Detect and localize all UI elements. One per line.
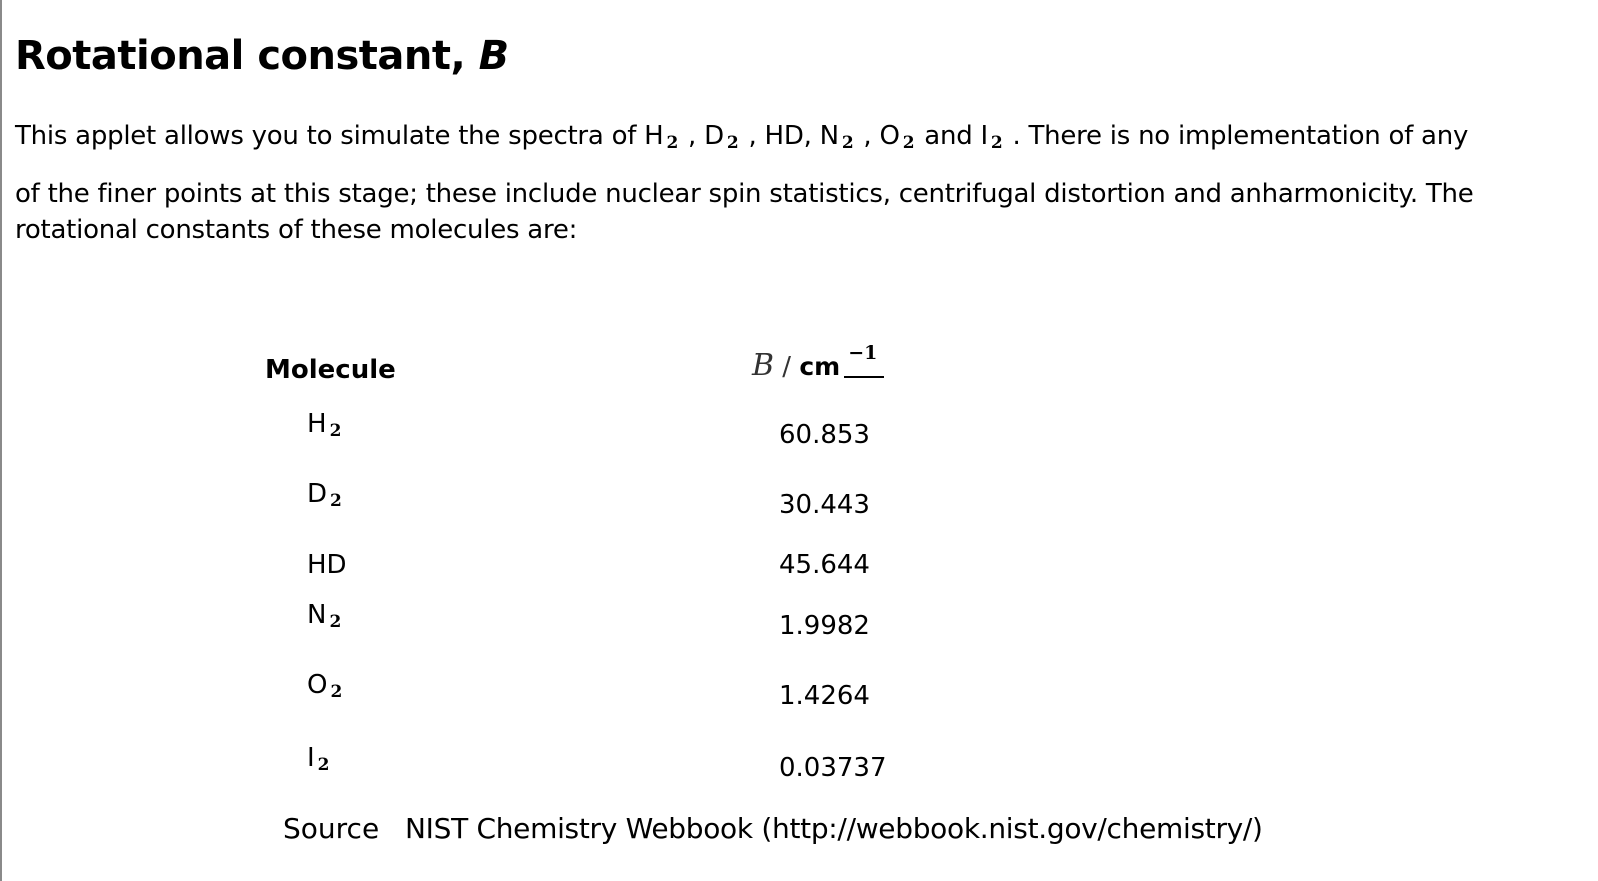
subscript: 2 xyxy=(990,133,1003,153)
unit-cm: cm xyxy=(799,352,841,381)
separator: , xyxy=(855,121,880,151)
intro-text: . There is no implementation of any xyxy=(1004,121,1469,151)
subscript: 2 xyxy=(330,682,343,702)
molecule-symbol: I xyxy=(307,743,315,773)
exponent-value: −1 xyxy=(848,341,878,364)
intro-text: and I xyxy=(916,121,988,151)
subscript: 2 xyxy=(902,133,915,153)
page-title-text: Rotational constant, xyxy=(15,33,479,79)
column-header-molecule: Molecule xyxy=(265,355,396,385)
subscript: 2 xyxy=(726,133,739,153)
unit-exponent: −1 xyxy=(844,342,888,386)
value-cell: 0.03737 xyxy=(779,753,887,783)
intro-line-2: of the finer points at this stage; these… xyxy=(15,179,1474,209)
intro-text: D xyxy=(704,121,724,151)
molecule-symbol: O xyxy=(307,670,328,700)
subscript: 2 xyxy=(329,612,342,632)
molecule-symbol: N xyxy=(307,600,327,630)
molecule-cell: HD xyxy=(307,550,347,580)
molecule-symbol: H xyxy=(307,409,327,439)
unit-slash: / xyxy=(774,352,800,382)
intro-text: O xyxy=(879,121,900,151)
subscript: 2 xyxy=(330,491,342,511)
subscript: 2 xyxy=(841,133,854,153)
source-label: Source xyxy=(283,812,380,845)
separator: , xyxy=(740,121,765,151)
value-cell: 60.853 xyxy=(779,420,870,450)
molecule-symbol: D xyxy=(307,479,328,509)
page-title-symbol: B xyxy=(478,33,510,79)
fraction-bar xyxy=(844,375,885,378)
subscript: 2 xyxy=(666,133,679,153)
subscript: 2 xyxy=(317,755,330,775)
value-cell: 30.443 xyxy=(779,490,870,520)
intro-line-3: rotational constants of these molecules … xyxy=(15,215,578,245)
left-border xyxy=(0,0,2,881)
column-header-b: B / cm −1 xyxy=(752,342,888,386)
molecule-symbol: HD xyxy=(307,550,347,580)
intro-text: This applet allows you to simulate the s… xyxy=(15,121,664,151)
value-cell: 45.644 xyxy=(779,550,870,580)
source-citation: NIST Chemistry Webbook (http://webbook.n… xyxy=(405,812,1263,845)
b-symbol: B xyxy=(752,348,775,383)
intro-text: HD, N xyxy=(764,121,840,151)
separator: , xyxy=(680,121,705,151)
value-cell: 1.9982 xyxy=(779,611,870,641)
intro-line-1: This applet allows you to simulate the s… xyxy=(15,121,1469,153)
value-cell: 1.4264 xyxy=(779,681,870,711)
subscript: 2 xyxy=(329,421,342,441)
page-title: Rotational constant, B xyxy=(15,33,509,79)
